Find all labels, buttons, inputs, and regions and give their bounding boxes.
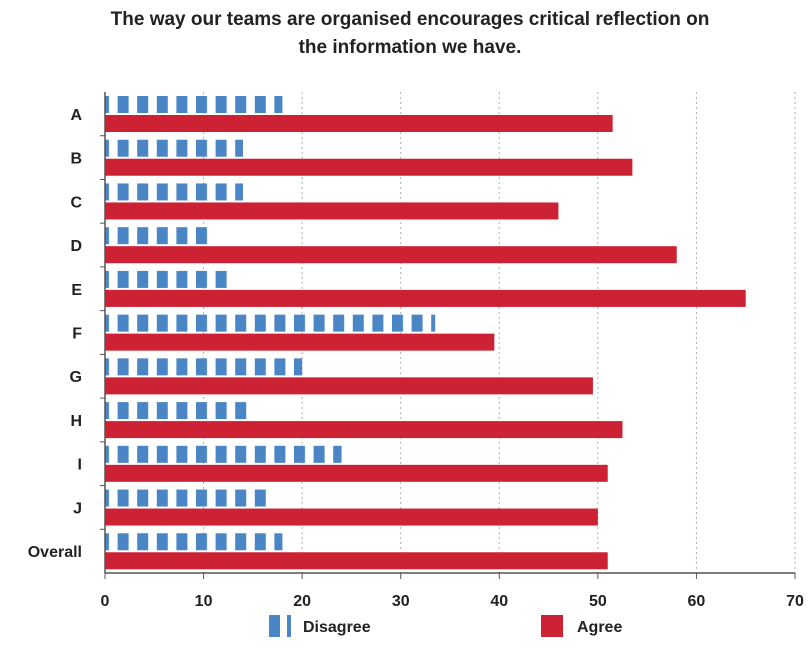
bar-disagree (105, 270, 229, 288)
x-tick-label: 30 (392, 593, 410, 610)
category-label: E (71, 282, 82, 299)
legend-label-agree: Agree (577, 619, 622, 636)
bars (105, 96, 746, 570)
bar-agree (105, 333, 495, 351)
legend-swatch-agree (541, 615, 563, 637)
bar-agree (105, 158, 633, 176)
bar-disagree (105, 445, 342, 463)
chart-title: The way our teams are organised encourag… (110, 9, 710, 58)
x-tick-label: 40 (490, 593, 508, 610)
axes (100, 92, 796, 579)
bar-agree (105, 115, 613, 132)
bar-disagree (105, 139, 243, 157)
bar-agree (105, 289, 746, 307)
category-label: F (72, 326, 82, 343)
legend: Disagree Agree (269, 615, 622, 637)
category-label: C (70, 194, 82, 211)
bar-disagree (105, 314, 436, 332)
category-label: I (78, 457, 82, 474)
category-label: Overall (28, 544, 82, 561)
bar-agree (105, 552, 608, 570)
legend-swatch-disagree (269, 615, 280, 637)
legend-swatch-disagree-stripe (287, 615, 291, 637)
category-label: D (70, 238, 82, 255)
category-label: H (70, 413, 82, 430)
bar-disagree (105, 96, 283, 113)
x-tick-label: 70 (786, 593, 804, 610)
bar-agree (105, 464, 608, 482)
legend-item-disagree: Disagree (269, 615, 371, 637)
category-label: J (73, 500, 82, 517)
bar-disagree (105, 489, 268, 507)
bar-agree (105, 421, 623, 439)
bar-agree (105, 377, 593, 395)
category-label: A (70, 107, 82, 124)
legend-item-agree: Agree (541, 615, 622, 637)
bar-agree (105, 508, 598, 526)
bar-agree (105, 202, 559, 220)
x-tick-label: 50 (589, 593, 607, 610)
bar-disagree (105, 358, 303, 376)
x-tick-label: 20 (293, 593, 311, 610)
legend-label-disagree: Disagree (303, 619, 371, 636)
x-tick-label: 0 (101, 593, 110, 610)
category-label: B (70, 151, 82, 168)
bar-disagree (105, 402, 248, 420)
x-tick-label: 10 (195, 593, 213, 610)
bar-disagree (105, 533, 283, 551)
bar-disagree (105, 183, 243, 201)
labels: A B C D E F G H I J Overall 0 10 20 30 40 50 60 70 (28, 107, 804, 610)
bar-disagree (105, 227, 209, 245)
bar-agree (105, 246, 677, 264)
category-label: G (70, 369, 82, 386)
x-tick-label: 60 (688, 593, 706, 610)
